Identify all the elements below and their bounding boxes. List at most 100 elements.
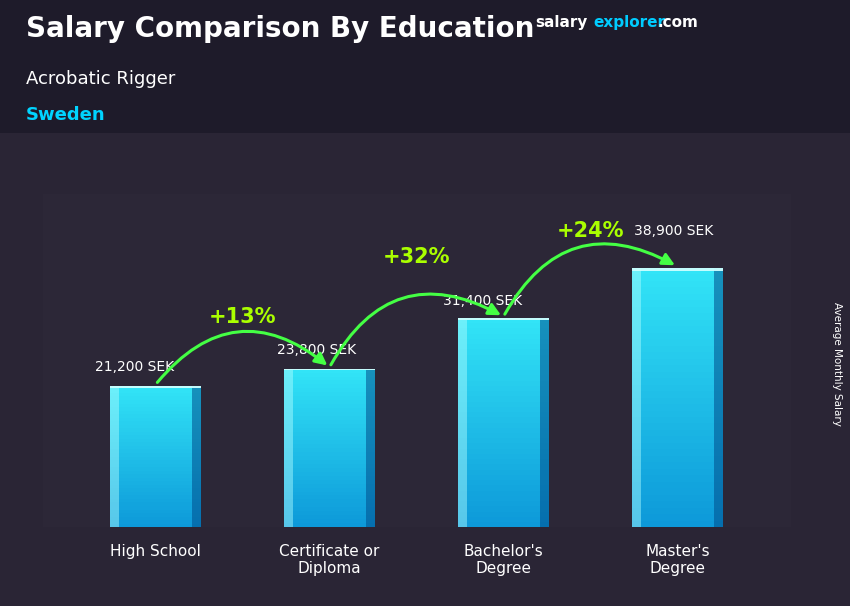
Bar (110, 499, 201, 502)
Bar (284, 511, 375, 515)
Bar (458, 438, 549, 444)
Bar (110, 492, 201, 496)
Bar (284, 460, 375, 464)
Bar (284, 381, 375, 384)
Bar (284, 507, 375, 511)
Bar (632, 462, 722, 469)
Text: Acrobatic Rigger: Acrobatic Rigger (26, 70, 175, 88)
Bar (458, 433, 549, 438)
Bar (284, 479, 375, 484)
Bar (458, 402, 549, 407)
Bar (458, 386, 549, 391)
Bar (632, 281, 722, 287)
Bar (284, 468, 375, 471)
Bar (458, 349, 549, 355)
Bar (284, 436, 375, 440)
Bar (458, 370, 549, 376)
Bar (110, 488, 201, 492)
Bar (284, 476, 375, 479)
Text: +32%: +32% (382, 247, 450, 267)
Bar (632, 501, 722, 508)
Bar (110, 460, 201, 464)
Bar (284, 487, 375, 491)
Bar (632, 514, 722, 521)
Bar (110, 400, 201, 404)
Bar (284, 444, 375, 448)
Bar (458, 407, 549, 412)
Bar (458, 328, 549, 334)
Bar (110, 510, 201, 513)
Bar (632, 410, 722, 417)
Bar (110, 393, 201, 396)
Bar (110, 432, 201, 435)
Bar (110, 386, 119, 527)
Bar (633, 68, 714, 93)
Bar (632, 469, 722, 475)
Bar (284, 515, 375, 519)
Bar (284, 471, 375, 476)
Bar (284, 368, 375, 373)
Bar (284, 412, 375, 416)
Bar (110, 516, 201, 520)
Bar (110, 471, 201, 474)
Bar (284, 368, 293, 527)
Bar (284, 384, 375, 388)
Bar (632, 488, 722, 495)
Bar (110, 478, 201, 481)
Bar (632, 391, 722, 398)
Bar (110, 464, 201, 467)
Bar (659, 39, 672, 121)
Bar (458, 323, 549, 328)
Bar (458, 475, 549, 480)
Bar (632, 424, 722, 430)
Bar (632, 378, 722, 385)
Bar (632, 508, 722, 514)
Bar (458, 454, 549, 459)
Bar (458, 490, 549, 496)
Bar (110, 485, 201, 488)
Bar (632, 307, 722, 313)
Bar (458, 360, 549, 365)
Bar (110, 456, 201, 460)
Bar (110, 524, 201, 527)
Bar (458, 448, 549, 454)
Bar (458, 339, 549, 344)
Bar (458, 355, 549, 360)
Bar (458, 318, 549, 321)
Bar (110, 474, 201, 478)
Bar (284, 452, 375, 456)
Bar (458, 444, 549, 448)
Bar (110, 481, 201, 485)
Bar (284, 396, 375, 401)
Bar (632, 275, 722, 281)
Bar (458, 485, 549, 491)
Bar (110, 467, 201, 471)
Bar (284, 408, 375, 412)
Bar (632, 371, 722, 378)
Bar (110, 495, 201, 499)
Bar (458, 464, 549, 470)
Bar (632, 313, 722, 320)
Bar (458, 381, 549, 386)
Bar (458, 517, 549, 522)
Bar (284, 432, 375, 436)
Bar (458, 365, 549, 370)
Bar (284, 440, 375, 444)
Bar (458, 496, 549, 501)
Text: salary: salary (536, 15, 588, 30)
Bar (632, 404, 722, 410)
Bar (632, 294, 722, 301)
Bar (110, 404, 201, 407)
Bar (632, 398, 722, 404)
Bar (632, 352, 722, 359)
Bar (284, 496, 375, 499)
Bar (284, 420, 375, 424)
Bar (458, 418, 549, 422)
Bar (458, 506, 549, 511)
Bar (110, 513, 201, 517)
Bar (458, 318, 549, 323)
Bar (458, 522, 549, 527)
Bar (632, 268, 641, 527)
Bar (284, 416, 375, 420)
Text: 31,400 SEK: 31,400 SEK (443, 294, 522, 308)
